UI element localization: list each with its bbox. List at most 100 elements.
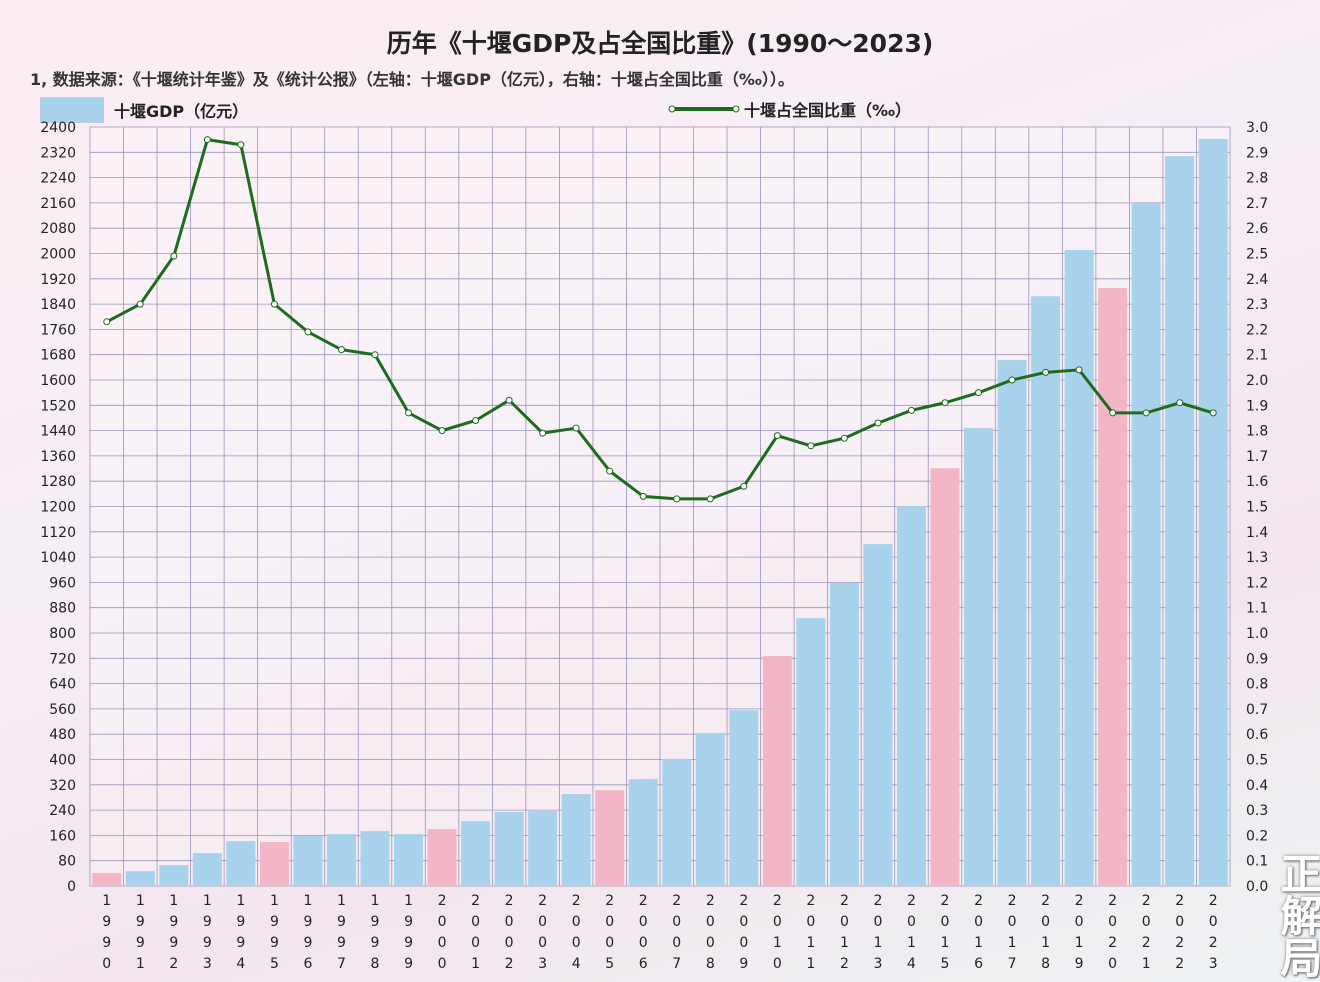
ratio-point-2011 (807, 442, 815, 450)
x-tick-label-2009: 2 (739, 893, 748, 909)
legend-ratio: 十堰占全国比重（‰） (668, 97, 911, 121)
x-tick-label-2023: 0 (1209, 914, 1218, 930)
x-tick-label-2013: 3 (873, 956, 882, 972)
legend-line-swatch (668, 105, 740, 113)
x-tick-label-1991: 9 (136, 935, 145, 951)
x-tick-label-2023: 2 (1209, 893, 1218, 909)
x-tick-label-2016: 2 (974, 893, 983, 909)
left-tick-label: 1760 (40, 322, 76, 338)
left-tick-label: 2400 (40, 120, 76, 136)
x-tick-label-1992: 1 (169, 893, 178, 909)
x-tick-label-1990: 9 (102, 914, 111, 930)
left-tick-label: 80 (58, 854, 76, 870)
x-tick-label-1993: 9 (203, 935, 212, 951)
bar-1997 (326, 834, 356, 886)
left-tick-label: 960 (49, 575, 76, 591)
x-tick-label-1998: 1 (371, 893, 380, 909)
x-tick-label-2012: 0 (840, 914, 849, 930)
x-tick-label-2012: 1 (840, 935, 849, 951)
x-tick-label-2014: 1 (907, 935, 916, 951)
left-tick-label: 1040 (40, 550, 76, 566)
x-tick-label-2008: 0 (706, 914, 715, 930)
x-tick-label-2010: 0 (773, 956, 782, 972)
x-tick-label-2005: 0 (605, 914, 614, 930)
right-tick-label: 3.0 (1246, 120, 1268, 136)
ratio-point-2013 (874, 419, 882, 427)
left-tick-label: 1680 (40, 348, 76, 364)
right-tick-label: 1.5 (1246, 500, 1268, 516)
x-tick-label-2001: 1 (471, 956, 480, 972)
bar-2020 (1098, 287, 1128, 886)
left-tick-label: 2000 (40, 247, 76, 263)
x-tick-label-1997: 9 (337, 914, 346, 930)
right-tick-label: 0.8 (1246, 677, 1268, 693)
x-tick-label-2009: 9 (739, 956, 748, 972)
x-tick-label-2006: 0 (639, 914, 648, 930)
bar-1993 (192, 853, 222, 886)
x-tick-label-2002: 2 (505, 956, 514, 972)
x-tick-label-2020: 0 (1108, 956, 1117, 972)
x-tick-label-2020: 2 (1108, 893, 1117, 909)
bar-1994 (226, 841, 256, 886)
x-tick-label-2000: 0 (438, 935, 447, 951)
x-tick-label-2021: 1 (1142, 956, 1151, 972)
bar-2019 (1064, 250, 1094, 887)
ratio-point-1991 (136, 300, 144, 308)
x-tick-label-2011: 0 (806, 914, 815, 930)
x-tick-label-2008: 2 (706, 893, 715, 909)
right-tick-label: 0.5 (1246, 753, 1268, 769)
x-tick-label-2005: 2 (605, 893, 614, 909)
ratio-point-2001 (472, 416, 480, 424)
x-tick-label-1997: 1 (337, 893, 346, 909)
ratio-point-2008 (706, 495, 714, 503)
left-tick-label: 1200 (40, 500, 76, 516)
ratio-line (106, 137, 1214, 501)
x-tick-label-2016: 6 (974, 956, 983, 972)
x-tick-label-1996: 6 (303, 956, 312, 972)
bar-2004 (561, 793, 591, 886)
x-tick-label-2007: 0 (672, 914, 681, 930)
ratio-point-2002 (505, 396, 513, 404)
bar-2000 (427, 829, 457, 886)
bar-1990 (92, 873, 122, 886)
x-tick-label-2018: 0 (1041, 914, 1050, 930)
x-tick-label-2019: 0 (1075, 914, 1084, 930)
x-tick-label-1995: 9 (270, 935, 279, 951)
bar-1998 (360, 830, 390, 886)
x-tick-label-2016: 0 (974, 914, 983, 930)
x-tick-label-1992: 2 (169, 956, 178, 972)
x-tick-label-1990: 0 (102, 956, 111, 972)
left-tick-label: 1920 (40, 272, 76, 288)
right-tick-label: 2.6 (1246, 221, 1268, 237)
x-tick-label-2006: 0 (639, 935, 648, 951)
bar-2003 (528, 811, 558, 886)
x-tick-label-1991: 1 (136, 956, 145, 972)
right-tick-label: 2.4 (1246, 272, 1268, 288)
x-tick-label-2000: 0 (438, 956, 447, 972)
left-tick-label: 480 (49, 727, 76, 743)
x-tick-label-2014: 4 (907, 956, 916, 972)
legend-ratio-label: 十堰占全国比重（‰） (744, 101, 912, 120)
ratio-point-2014 (907, 406, 915, 414)
bar-2007 (662, 759, 692, 886)
x-tick-label-1999: 1 (404, 893, 413, 909)
right-tick-label: 2.5 (1246, 247, 1268, 263)
right-tick-label: 1.3 (1246, 550, 1268, 566)
x-tick-label-1994: 4 (236, 956, 245, 972)
x-tick-label-1999: 9 (404, 914, 413, 930)
bar-2017 (997, 360, 1027, 886)
x-tick-label-2011: 1 (806, 956, 815, 972)
left-tick-label: 2080 (40, 221, 76, 237)
x-tick-label-1996: 9 (303, 935, 312, 951)
x-tick-label-1995: 9 (270, 914, 279, 930)
right-tick-label: 0.4 (1246, 778, 1268, 794)
x-tick-label-1997: 7 (337, 956, 346, 972)
x-tick-label-1992: 9 (169, 914, 178, 930)
x-tick-label-2002: 0 (505, 914, 514, 930)
ratio-point-2007 (673, 495, 681, 503)
left-tick-label: 0 (67, 879, 76, 895)
x-tick-label-2010: 0 (773, 914, 782, 930)
ratio-point-1999 (405, 409, 413, 417)
legend-bar-swatch (40, 97, 104, 123)
x-tick-label-1995: 5 (270, 956, 279, 972)
